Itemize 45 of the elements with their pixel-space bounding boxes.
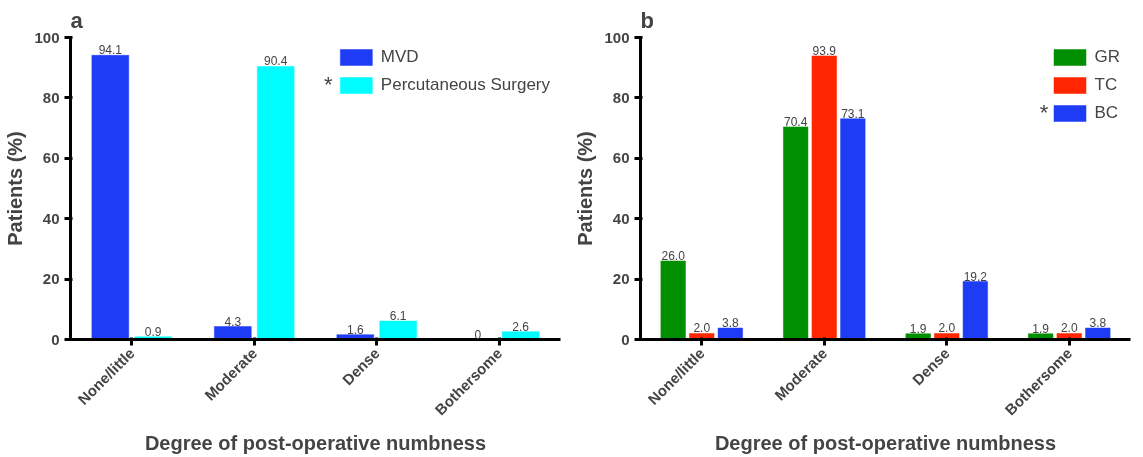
legend-label: GR: [1094, 47, 1120, 67]
data-label: 0.9: [144, 324, 162, 339]
y-tick-label: 20: [612, 270, 630, 288]
x-axis-title: Degree of post-operative numbness: [144, 432, 487, 455]
y-tick-label: 0: [51, 330, 60, 348]
data-label: 2.0: [1060, 321, 1078, 336]
data-label: 6.1: [389, 309, 407, 324]
y-tick-label: 40: [42, 209, 60, 227]
x-axis-title: Degree of post-operative numbness: [714, 432, 1057, 455]
legend-label: TC: [1094, 75, 1118, 95]
y-tick-label: 100: [604, 28, 630, 46]
data-label: 1.6: [346, 322, 364, 337]
chart-title: a: [70, 7, 84, 33]
y-axis-title: Patients (%): [574, 131, 597, 246]
y-tick-label: 0: [621, 330, 630, 348]
y-tick-label: 80: [42, 88, 60, 106]
data-label: 94.1: [98, 43, 123, 58]
annotation: *: [1039, 100, 1049, 125]
data-label: 19.2: [963, 269, 988, 284]
data-label: 2.0: [693, 321, 711, 336]
data-label: 90.4: [264, 54, 288, 69]
data-label: 1.9: [1032, 321, 1050, 336]
legend-label: Percutaneous Surgery: [380, 75, 550, 95]
data-label: 93.9: [812, 43, 837, 58]
data-label: 26.0: [661, 248, 686, 263]
data-label: 73.1: [841, 106, 865, 121]
y-tick-label: 60: [612, 149, 630, 167]
y-tick-label: 60: [42, 149, 60, 167]
data-label: 3.8: [1089, 316, 1107, 331]
data-label: 3.8: [721, 316, 739, 331]
y-tick-label: 20: [42, 270, 60, 288]
legend-label: BC: [1094, 103, 1119, 123]
data-label: 2.0: [938, 321, 956, 336]
chart-title: b: [640, 7, 654, 33]
y-tick-label: 40: [612, 209, 630, 227]
legend-label: MVD: [380, 47, 419, 67]
annotation: *: [323, 72, 333, 97]
data-label: 1.9: [909, 321, 927, 336]
y-axis-title: Patients (%): [4, 131, 27, 246]
data-label: 4.3: [224, 314, 242, 329]
data-label: 70.4: [783, 114, 808, 129]
data-label: 0: [474, 327, 482, 342]
y-tick-label: 100: [34, 28, 60, 46]
y-tick-label: 80: [612, 88, 630, 106]
data-label: 2.6: [512, 319, 530, 334]
